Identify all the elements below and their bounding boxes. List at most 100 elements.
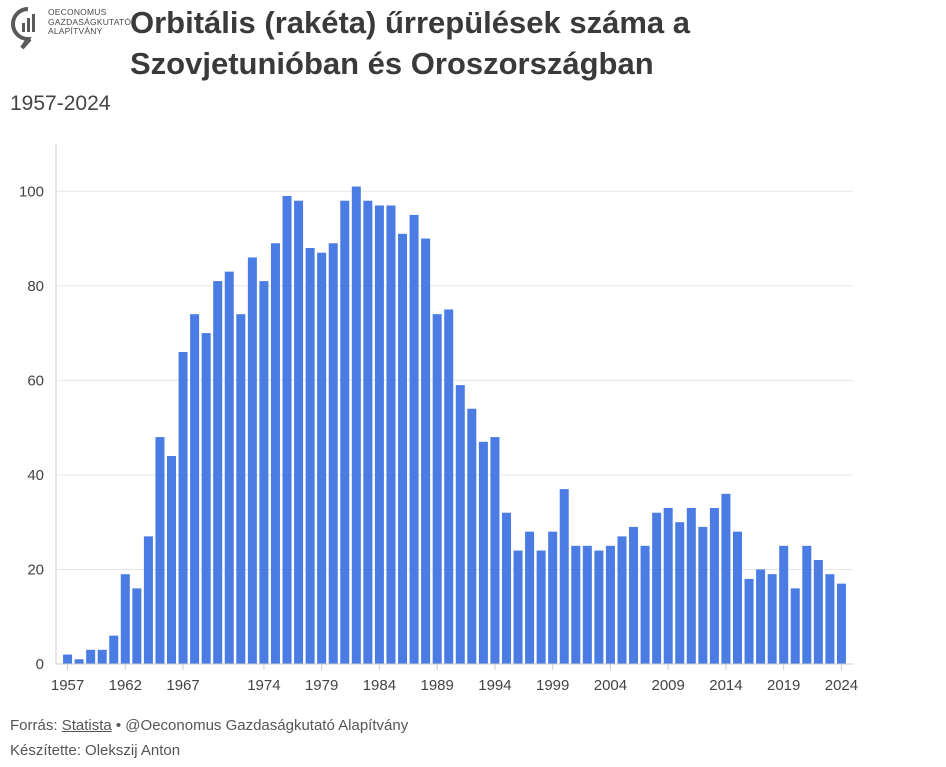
bar [120,574,130,664]
bar [109,635,119,664]
bar [236,314,246,664]
bar [259,281,269,664]
bar [825,574,835,664]
y-tick-label: 100 [19,183,44,200]
bar [409,214,419,664]
bar [605,545,615,664]
bar [455,385,465,664]
bar [328,243,338,664]
source-prefix: Forrás: [10,717,62,734]
x-tick-label: 2024 [825,677,858,694]
x-tick-label: 1957 [51,677,84,694]
bar [594,550,604,664]
x-tick-label: 2009 [652,677,685,694]
bar [744,578,754,664]
bar [571,545,581,664]
bar [317,252,327,664]
bar [167,456,177,664]
bar [536,550,546,664]
y-tick-label: 40 [27,467,44,484]
bar [663,508,673,664]
y-tick-label: 60 [27,372,44,389]
x-tick-label: 1967 [166,677,199,694]
bar [398,233,408,664]
x-tick-label: 1999 [536,677,569,694]
bar [756,569,766,664]
bar [143,536,153,664]
bar [802,545,812,664]
bar [444,309,454,664]
chart-title: Orbitális (rakéta) űrrepülések száma a S… [130,2,930,84]
bar [790,588,800,664]
bar [525,531,535,664]
x-tick-label: 2014 [709,677,742,694]
bar [351,186,361,664]
bar [617,536,627,664]
bar [732,531,742,664]
x-tick-label: 1989 [420,677,453,694]
x-tick-label: 2004 [594,677,627,694]
bar [270,243,280,664]
bar [513,550,523,664]
x-tick-label: 1962 [109,677,142,694]
bar [74,659,84,664]
bar [640,545,650,664]
source-link[interactable]: Statista [61,717,112,734]
bar [340,200,350,664]
chart-title-line1: Orbitális (rakéta) űrrepülések száma a [130,5,690,40]
bar-chart: 0 20 40 60 80 100 1957 1962 1967 1974 1979 1984 1989… [19,144,858,694]
bar [363,200,373,664]
bar [374,205,384,665]
bar [86,649,96,664]
bar [721,493,731,664]
y-tick-label: 0 [36,656,44,673]
bar [213,281,223,664]
source-line: Forrás: Statista • @Oeconomus Gazdaságku… [10,717,408,734]
bar [629,526,639,664]
bar [686,508,696,664]
bar [432,314,442,664]
bar [132,588,142,664]
bar [813,560,823,664]
bar [779,545,789,664]
bar [709,508,719,664]
bar [652,512,662,664]
bar [224,271,234,664]
bar [294,200,304,664]
chart-title-line2: Szovjetunióban és Oroszországban [130,46,654,81]
bar [467,408,477,664]
bar [282,196,292,664]
x-tick-label: 1984 [363,677,396,694]
x-tick-label: 2019 [767,677,800,694]
bar [201,333,211,664]
bar [305,248,315,664]
bar [247,257,257,664]
bar [836,583,846,664]
bar [63,654,73,664]
bar [97,649,107,664]
bar [675,522,685,664]
bar [582,545,592,664]
x-tick-label: 1974 [247,677,280,694]
logo-text: OECONOMUS GAZDASÁGKUTATÓ ALAPÍTVÁNY [48,7,132,36]
bar [421,238,431,664]
author-line: Készítette: Olekszij Anton [10,742,181,759]
bar [178,352,188,664]
bar [386,205,396,665]
x-tick-label: 1979 [305,677,338,694]
bar [698,526,708,664]
logo-icon [11,7,35,50]
bar [155,437,165,664]
bar [478,441,488,664]
source-suffix: • @Oeconomus Gazdaságkutató Alapítvány [111,717,409,734]
logo: OECONOMUS GAZDASÁGKUTATÓ ALAPÍTVÁNY [10,6,131,52]
bar [490,437,500,664]
y-tick-label: 80 [27,278,44,295]
x-tick-label: 1994 [478,677,511,694]
chart-subtitle: 1957-2024 [10,92,111,115]
y-tick-label: 20 [27,561,44,578]
bar [767,574,777,664]
bar [559,489,569,664]
bar [548,531,558,664]
bar [501,512,511,664]
